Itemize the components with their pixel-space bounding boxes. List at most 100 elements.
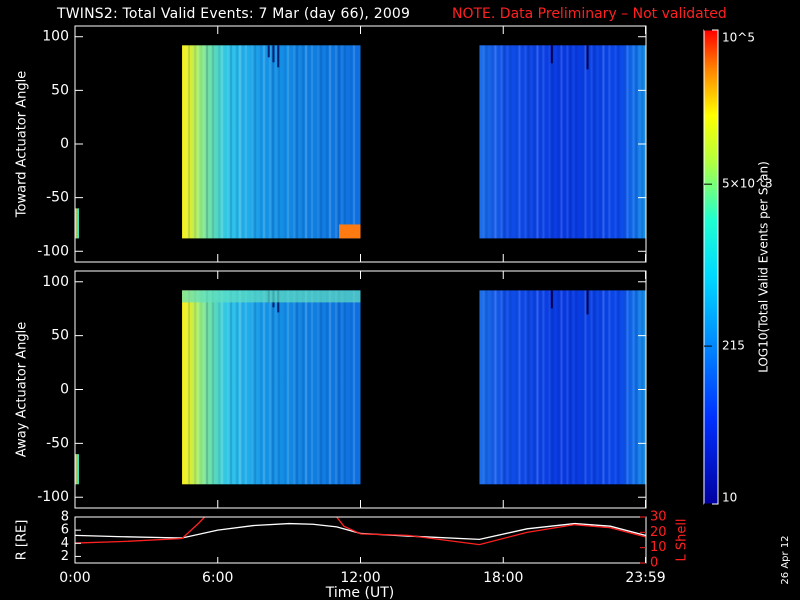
- streak: [191, 45, 193, 238]
- title-bar: TWINS2: Total Valid Events: 7 Mar (day 6…: [0, 0, 800, 26]
- edge-sliver: [75, 208, 79, 239]
- streak: [299, 290, 301, 484]
- x-tick-label: 12:00: [340, 570, 380, 586]
- streak: [206, 45, 209, 239]
- streak: [569, 45, 572, 239]
- orbit-left-tick-label: 4: [61, 536, 69, 551]
- streak: [521, 290, 523, 484]
- streak: [257, 290, 259, 484]
- streak: [227, 290, 230, 485]
- streak: [605, 45, 608, 239]
- streak: [584, 45, 587, 239]
- streak: [584, 290, 587, 485]
- orbit-right-tick-label: 10: [650, 540, 667, 555]
- hot-patch: [339, 224, 361, 239]
- streak: [548, 45, 551, 239]
- streak: [524, 45, 527, 239]
- streak: [284, 45, 287, 239]
- streak: [635, 290, 638, 485]
- data-block-0-1: [479, 45, 646, 239]
- streak: [236, 45, 239, 239]
- y-tick-label: -50: [46, 190, 69, 206]
- streak: [551, 45, 554, 239]
- streak: [242, 290, 245, 485]
- colorbar-label: LOG10(Total Valid Events per Scan): [757, 161, 771, 373]
- streak: [338, 45, 341, 239]
- streak: [338, 290, 341, 485]
- streak: [254, 45, 257, 239]
- streak: [521, 45, 523, 238]
- streak: [278, 290, 281, 485]
- streak: [305, 45, 308, 239]
- streak: [560, 45, 563, 239]
- streak: [206, 290, 209, 485]
- data-block-0-0: [182, 45, 361, 239]
- y-tick-label: 100: [42, 29, 69, 45]
- streak: [287, 45, 290, 239]
- streak: [269, 45, 272, 239]
- orbit-left-tick-label: 6: [61, 523, 69, 538]
- x-tick-label: 6:00: [202, 570, 233, 586]
- streak: [308, 45, 311, 239]
- streak: [305, 290, 308, 485]
- streak: [191, 290, 193, 484]
- streak: [266, 45, 268, 238]
- streak: [551, 290, 554, 485]
- streak: [641, 45, 644, 239]
- streak: [275, 45, 278, 239]
- streak: [608, 45, 611, 239]
- streak: [227, 45, 230, 239]
- y-tick-label: 50: [51, 328, 69, 344]
- y-tick-label: -100: [37, 243, 69, 259]
- orbit-right-tick-label: 20: [650, 525, 667, 540]
- streak: [341, 45, 344, 239]
- x-axis-label: Time (UT): [325, 585, 394, 600]
- orbit-right-tick-label: 30: [650, 510, 667, 525]
- streak: [353, 45, 356, 239]
- streak: [575, 45, 578, 239]
- streak: [353, 290, 356, 485]
- streak: [503, 45, 506, 239]
- streak: [566, 45, 569, 239]
- streak: [581, 45, 584, 239]
- colorbar: 10^5 5×10^3 215 10 LOG10(Total Valid Events …: [703, 29, 773, 505]
- streak: [323, 290, 325, 484]
- streak: [482, 45, 485, 239]
- streak: [311, 290, 314, 485]
- streak: [491, 290, 494, 485]
- streak: [620, 45, 622, 238]
- streak: [524, 290, 527, 485]
- streak: [626, 45, 629, 239]
- streak: [275, 290, 278, 485]
- x-tick-label: 0:00: [59, 570, 90, 586]
- streak: [593, 290, 596, 485]
- streak: [272, 290, 275, 485]
- streak: [260, 45, 263, 239]
- streak: [263, 45, 266, 239]
- streak: [638, 45, 641, 239]
- streak: [254, 290, 257, 485]
- streak: [539, 45, 542, 239]
- side-date: 26 Apr 12: [780, 535, 791, 584]
- streak: [602, 290, 605, 485]
- streak: [236, 290, 239, 485]
- streak: [548, 290, 551, 485]
- streak: [350, 45, 353, 239]
- streak: [527, 45, 530, 239]
- orbit-left-tick-label: 8: [61, 510, 69, 525]
- orbit-right-label: L Shell: [675, 518, 690, 561]
- streak: [485, 45, 488, 239]
- streak: [494, 290, 497, 485]
- dip: [277, 45, 280, 68]
- streak: [494, 45, 497, 239]
- dip: [586, 45, 589, 70]
- streak: [617, 45, 620, 239]
- streak: [242, 45, 245, 239]
- streak: [614, 290, 617, 485]
- streak: [635, 45, 638, 239]
- colorbar-gradient: [703, 29, 719, 505]
- streak: [530, 45, 532, 238]
- streak: [221, 45, 224, 239]
- streak: [596, 45, 598, 238]
